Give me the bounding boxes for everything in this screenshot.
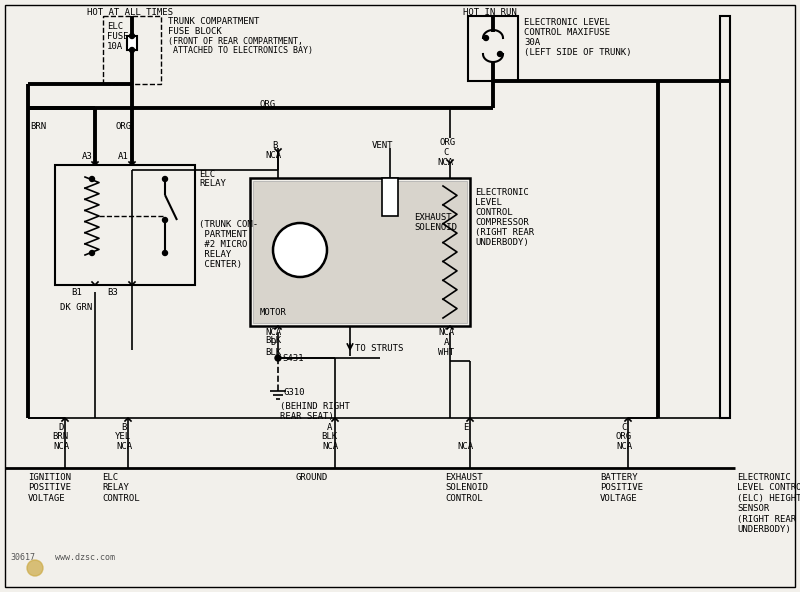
Text: (RIGHT REAR: (RIGHT REAR bbox=[475, 228, 534, 237]
Text: ORG: ORG bbox=[115, 122, 131, 131]
Text: (FRONT OF REAR COMPARTMENT,: (FRONT OF REAR COMPARTMENT, bbox=[168, 37, 303, 46]
Circle shape bbox=[130, 47, 134, 53]
Text: A: A bbox=[327, 423, 332, 432]
Bar bbox=[253, 181, 467, 323]
Text: A3: A3 bbox=[82, 152, 93, 161]
Text: BATTERY
POSITIVE
VOLTAGE: BATTERY POSITIVE VOLTAGE bbox=[600, 473, 643, 503]
Text: G310: G310 bbox=[284, 388, 306, 397]
Circle shape bbox=[162, 176, 167, 182]
Bar bbox=[103, 16, 161, 84]
Text: CONTROL MAXIFUSE: CONTROL MAXIFUSE bbox=[524, 28, 610, 37]
Text: HOT AT ALL TIMES: HOT AT ALL TIMES bbox=[87, 8, 173, 17]
Text: YEL: YEL bbox=[115, 432, 131, 441]
Text: ELECTRONIC: ELECTRONIC bbox=[475, 188, 529, 197]
Text: ORG: ORG bbox=[260, 100, 276, 109]
Text: ELECTRONIC
LEVEL CONTROL
(ELC) HEIGHT
SENSOR
(RIGHT REAR
UNDERBODY): ELECTRONIC LEVEL CONTROL (ELC) HEIGHT SE… bbox=[737, 473, 800, 534]
Text: BLK: BLK bbox=[321, 432, 337, 441]
Text: MOTOR: MOTOR bbox=[260, 308, 287, 317]
Circle shape bbox=[483, 36, 489, 40]
Text: www.dzsc.com: www.dzsc.com bbox=[55, 553, 115, 562]
Circle shape bbox=[130, 34, 134, 38]
Circle shape bbox=[162, 217, 167, 223]
Text: A: A bbox=[444, 338, 450, 347]
Circle shape bbox=[90, 250, 94, 256]
Text: NCA: NCA bbox=[116, 442, 132, 451]
Text: D: D bbox=[58, 423, 63, 432]
Text: M: M bbox=[295, 241, 305, 259]
Text: UNDERBODY): UNDERBODY) bbox=[475, 238, 529, 247]
Text: TO STRUTS: TO STRUTS bbox=[355, 344, 403, 353]
Text: DK GRN: DK GRN bbox=[60, 303, 92, 312]
Text: PARTMENT: PARTMENT bbox=[199, 230, 247, 239]
Circle shape bbox=[498, 52, 502, 56]
Text: NCA: NCA bbox=[322, 442, 338, 451]
Circle shape bbox=[273, 223, 327, 277]
Text: REAR SEAT): REAR SEAT) bbox=[280, 412, 334, 421]
Circle shape bbox=[27, 560, 43, 576]
Text: B3: B3 bbox=[107, 288, 118, 297]
Text: WHT: WHT bbox=[438, 348, 454, 357]
Text: C: C bbox=[443, 148, 448, 157]
Text: B1: B1 bbox=[71, 288, 82, 297]
Text: BRN: BRN bbox=[30, 122, 46, 131]
Text: FUSE: FUSE bbox=[107, 32, 129, 41]
Circle shape bbox=[162, 250, 167, 256]
Text: ORG: ORG bbox=[615, 432, 631, 441]
Bar bbox=[382, 178, 398, 216]
Text: RELAY: RELAY bbox=[199, 250, 231, 259]
Bar bbox=[55, 165, 195, 285]
Text: EXHAUST: EXHAUST bbox=[414, 213, 452, 222]
Text: 30A: 30A bbox=[524, 38, 540, 47]
Text: FUSE BLOCK: FUSE BLOCK bbox=[168, 27, 222, 36]
Text: NCA: NCA bbox=[616, 442, 632, 451]
Text: B: B bbox=[121, 423, 126, 432]
Text: NCA: NCA bbox=[438, 328, 454, 337]
Text: ELC: ELC bbox=[199, 170, 215, 179]
Circle shape bbox=[90, 176, 94, 182]
Text: RELAY: RELAY bbox=[199, 179, 226, 188]
Text: GROUND: GROUND bbox=[295, 473, 327, 482]
Text: E: E bbox=[463, 423, 468, 432]
Text: TRUNK COMPARTMENT: TRUNK COMPARTMENT bbox=[168, 17, 259, 26]
Text: CONTROL: CONTROL bbox=[475, 208, 513, 217]
Text: ATTACHED TO ELECTRONICS BAY): ATTACHED TO ELECTRONICS BAY) bbox=[168, 46, 313, 55]
Text: #2 MICRO: #2 MICRO bbox=[199, 240, 247, 249]
Text: COMPRESSOR: COMPRESSOR bbox=[475, 218, 529, 227]
Text: 30617: 30617 bbox=[10, 553, 35, 562]
Bar bbox=[127, 36, 137, 50]
Text: 10A: 10A bbox=[107, 42, 123, 51]
Text: ELC: ELC bbox=[107, 22, 123, 31]
Text: BRN: BRN bbox=[52, 432, 68, 441]
Text: D: D bbox=[270, 338, 275, 347]
Bar bbox=[250, 178, 470, 326]
Text: SOLENOID: SOLENOID bbox=[414, 223, 457, 232]
Bar bbox=[468, 16, 518, 81]
Text: ORG: ORG bbox=[440, 138, 456, 147]
Text: HOT IN RUN: HOT IN RUN bbox=[463, 8, 517, 17]
Text: B: B bbox=[272, 141, 278, 150]
Text: ELC
RELAY
CONTROL: ELC RELAY CONTROL bbox=[102, 473, 140, 503]
Text: (BEHIND RIGHT: (BEHIND RIGHT bbox=[280, 402, 350, 411]
Bar bbox=[720, 16, 730, 418]
Text: EXHAUST
SOLENOID
CONTROL: EXHAUST SOLENOID CONTROL bbox=[445, 473, 488, 503]
Text: C: C bbox=[621, 423, 626, 432]
Text: (LEFT SIDE OF TRUNK): (LEFT SIDE OF TRUNK) bbox=[524, 48, 631, 57]
Text: LEVEL: LEVEL bbox=[475, 198, 502, 207]
Circle shape bbox=[275, 355, 281, 361]
Text: NCA: NCA bbox=[457, 442, 473, 451]
Text: (TRUNK COM-: (TRUNK COM- bbox=[199, 220, 258, 229]
Text: ELECTRONIC LEVEL: ELECTRONIC LEVEL bbox=[524, 18, 610, 27]
Text: IGNITION
POSITIVE
VOLTAGE: IGNITION POSITIVE VOLTAGE bbox=[28, 473, 71, 503]
Text: NCA: NCA bbox=[437, 158, 453, 167]
Text: VENT: VENT bbox=[372, 141, 394, 150]
Text: BLK: BLK bbox=[265, 348, 281, 357]
Text: NCA: NCA bbox=[53, 442, 69, 451]
Text: NCA: NCA bbox=[265, 328, 281, 337]
Text: BLK: BLK bbox=[265, 336, 281, 345]
Text: CENTER): CENTER) bbox=[199, 260, 242, 269]
Text: NCA: NCA bbox=[265, 151, 281, 160]
Text: A1: A1 bbox=[118, 152, 129, 161]
Text: S431: S431 bbox=[282, 354, 303, 363]
